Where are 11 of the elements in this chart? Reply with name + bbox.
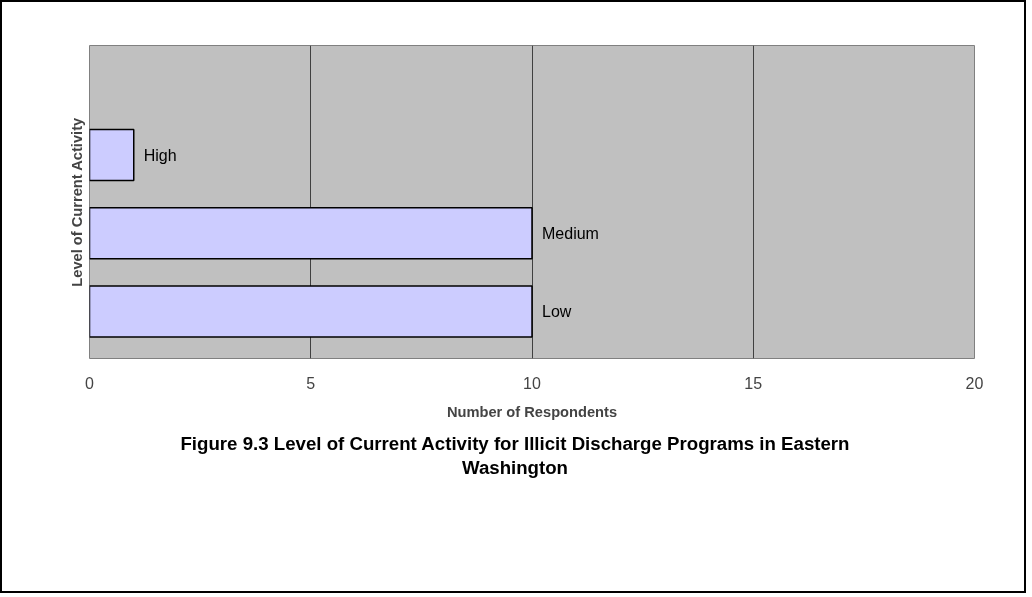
text: Figure 9.3 Level of Current Activity for Illicit Discharge Programs in Eastern Washington: [179, 432, 851, 481]
x-tick-label: 15: [744, 374, 763, 392]
x-tick-label: 10: [523, 374, 541, 392]
x-tick-label: 20: [965, 374, 984, 392]
x-axis-title: Number of Respondents: [446, 403, 618, 420]
y-tick-label: Low: [542, 303, 572, 321]
x-tick-label: 5: [306, 374, 316, 392]
x-tick-label: 0: [85, 374, 95, 392]
y-tick-label: Medium: [542, 224, 599, 242]
y-axis-title: Level of Current Activity: [68, 117, 85, 287]
y-tick-label: High: [143, 146, 177, 164]
